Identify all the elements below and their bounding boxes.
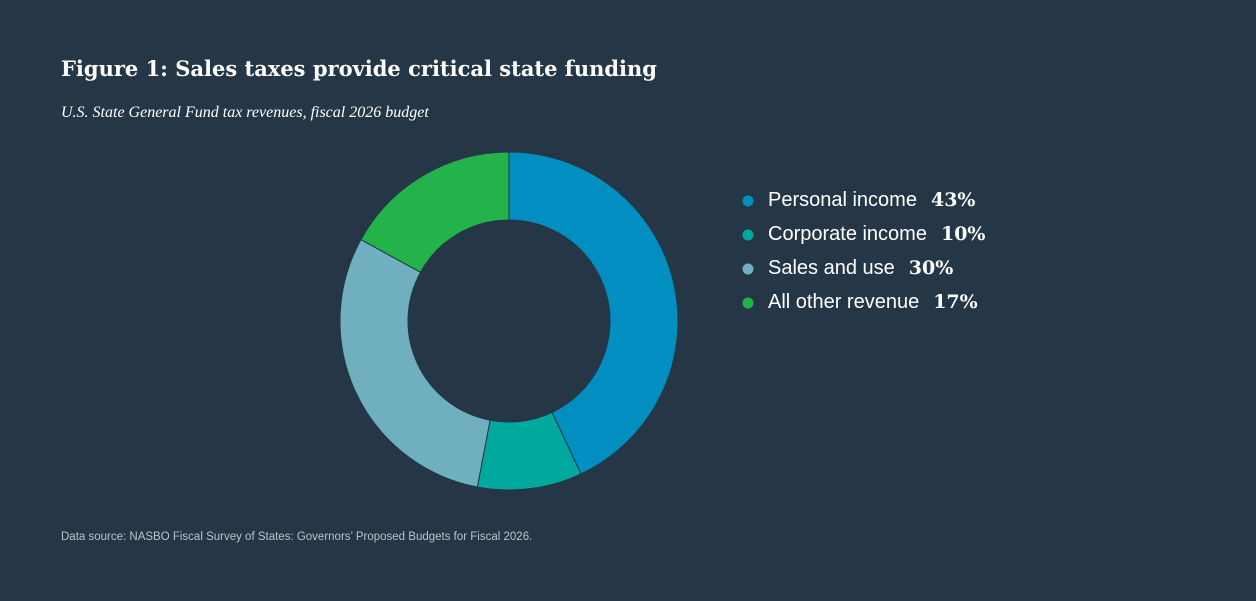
legend-label: Corporate income — [768, 223, 927, 245]
legend-swatch — [742, 195, 754, 207]
legend-value: 10% — [941, 223, 986, 245]
legend-value: 30% — [909, 257, 954, 279]
legend-swatch — [742, 297, 754, 309]
chart-subtitle: U.S. State General Fund tax revenues, fi… — [61, 104, 429, 121]
donut-slice — [339, 238, 491, 488]
donut-slice — [508, 151, 679, 475]
legend-entry: All other revenue 17% — [768, 291, 978, 313]
chart-title: Figure 1: Sales taxes provide critical s… — [61, 56, 657, 81]
legend-value: 17% — [933, 291, 978, 313]
legend-swatch — [742, 263, 754, 275]
legend-entry: Sales and use 30% — [768, 257, 953, 279]
legend-entry: Personal income 43% — [768, 189, 975, 211]
legend-entry: Corporate income 10% — [768, 223, 985, 245]
legend-value: 43% — [931, 189, 976, 211]
legend-label: Sales and use — [768, 257, 895, 279]
legend-label: Personal income — [768, 189, 917, 211]
donut-slice — [360, 151, 510, 274]
source-note: Data source: NASBO Fiscal Survey of Stat… — [61, 531, 532, 543]
legend-label: All other revenue — [768, 291, 919, 313]
legend-swatch — [742, 229, 754, 241]
